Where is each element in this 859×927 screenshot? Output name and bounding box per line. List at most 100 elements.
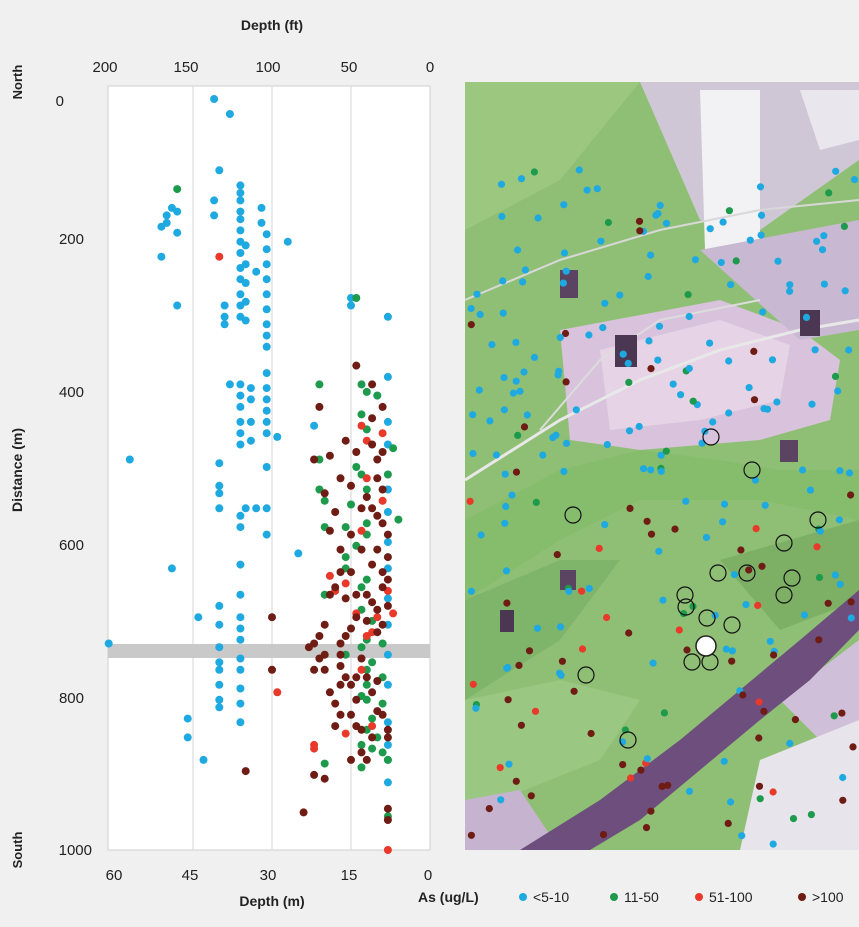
data-point [362,474,371,483]
data-point [262,290,271,299]
data-point [236,380,245,389]
data-point [373,545,382,554]
data-point [331,583,340,592]
data-point [236,207,245,216]
map-well-point [789,815,798,823]
data-point [336,545,345,554]
map-well-point [770,651,778,659]
map-well-point [625,378,633,386]
map-well-point [473,290,481,298]
data-point [257,218,266,227]
data-point [215,643,224,652]
y-tick-label: 400 [59,384,84,401]
data-point [336,474,345,483]
data-point [352,463,361,471]
map-well-point [682,497,690,505]
map-well-point [561,329,570,338]
data-point [310,665,319,674]
map-well-point [849,743,857,751]
top-tick-label: 50 [341,59,358,76]
data-point [383,372,392,381]
data-point [341,523,350,532]
data-point [336,639,345,648]
map-well-point [512,777,520,785]
map-well-point [476,310,484,319]
map-well-point [786,739,794,748]
map-well-point [847,491,855,499]
map-well-point [702,533,711,542]
map-well-point [644,272,652,281]
circled-well-ring [775,586,793,604]
map-well-point [724,819,732,828]
map-well-point [505,760,513,768]
data-point [378,748,387,757]
data-point [215,680,224,689]
data-point [283,237,292,246]
data-point [368,440,377,449]
data-point [225,110,234,118]
data-point [325,571,334,580]
data-point [378,583,387,592]
data-point [236,429,245,438]
data-point [236,402,245,411]
circled-well-ring [577,666,595,684]
legend-label-veryhigh: >100 [812,889,844,905]
data-point [220,320,229,329]
data-point [383,530,392,539]
map-well-point [534,214,542,222]
map-well-point [847,614,855,622]
data-point [236,249,245,257]
map-well-point [836,580,844,588]
map-well-point [808,400,816,408]
data-points [104,95,403,854]
y-tick-label: 800 [59,690,84,707]
data-point [236,226,245,235]
map-well-point [585,584,593,593]
map-well-point [499,309,507,317]
map-well-point [730,571,739,579]
map-well-point [500,374,508,382]
data-point [341,632,350,640]
map-well-point [570,687,578,695]
map-well-point [655,322,664,330]
data-point [352,613,361,622]
map-well-point [738,832,746,840]
map-well-point [815,573,824,582]
map-well-point [635,217,644,225]
data-point [262,369,271,378]
map-well-point [467,321,475,329]
map-well-point [514,246,522,254]
map-well-point [486,417,494,425]
data-point [357,583,366,592]
data-point [373,511,382,520]
data-point [236,665,245,674]
map-well-point [625,427,634,435]
y-tick-label: 200 [59,231,84,248]
map-well-point [533,624,542,632]
data-point [347,710,355,719]
data-point [383,725,392,734]
data-point [357,725,366,734]
map-well-point [689,602,697,611]
map-well-point [562,439,571,447]
data-point [352,673,361,682]
map-well-point [502,502,510,510]
data-point [236,560,245,569]
map-well-point [816,527,824,535]
data-point [236,635,245,644]
data-point [157,222,166,231]
data-point [383,312,392,321]
data-point [183,733,192,742]
map-well-point [469,680,477,688]
map-well-point [539,451,547,459]
satellite-map [465,82,859,850]
data-point [368,733,377,742]
map-well-point [501,470,509,478]
map-well-point [532,498,540,506]
data-point [236,181,245,190]
data-point [336,568,345,577]
data-point [383,733,392,742]
map-well-point [766,637,774,645]
map-well-point [786,287,794,295]
